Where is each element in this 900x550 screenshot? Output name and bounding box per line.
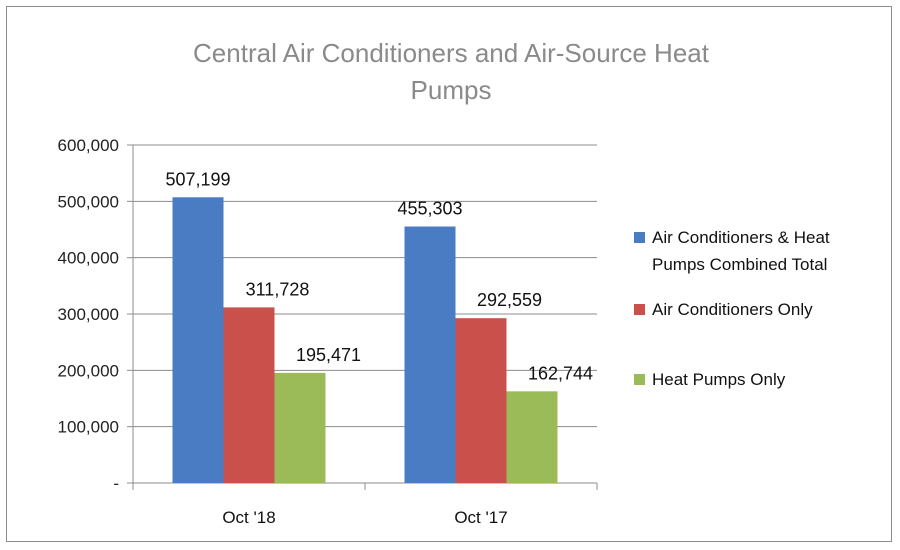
chart-frame: Central Air Conditioners and Air-Source …	[6, 6, 892, 542]
bar	[172, 197, 224, 483]
data-label: 507,199	[165, 169, 230, 189]
y-tick-label: 100,000	[58, 418, 119, 437]
x-category-label: Oct '18	[222, 508, 275, 527]
legend-swatch	[634, 374, 645, 385]
bar-chart: Central Air Conditioners and Air-Source …	[58, 38, 830, 527]
legend-swatch	[634, 232, 645, 243]
legend-label: Air Conditioners Only	[652, 300, 813, 319]
legend-label: Heat Pumps Only	[652, 370, 786, 389]
chart-title-line-1: Central Air Conditioners and Air-Source …	[193, 38, 710, 68]
bar	[223, 307, 275, 483]
data-label: 455,303	[397, 199, 462, 219]
legend-swatch	[634, 304, 645, 315]
data-labels: 507,199 311,728 195,471 455,303 292,559 162,7…	[165, 169, 593, 383]
data-label: 311,728	[246, 279, 310, 299]
data-label: 292,559	[477, 290, 542, 310]
data-label: 195,471	[296, 345, 361, 365]
legend-label: Pumps Combined Total	[652, 255, 827, 274]
chart-title-line-2: Pumps	[411, 75, 492, 105]
bar	[404, 226, 456, 484]
y-tick-label: -	[113, 474, 119, 493]
bars	[172, 197, 558, 484]
legend: Air Conditioners & Heat Pumps Combined To…	[634, 228, 830, 389]
bar	[274, 372, 326, 483]
bar	[455, 318, 507, 483]
legend-label: Air Conditioners & Heat	[652, 228, 830, 247]
y-tick-label: 300,000	[58, 305, 119, 324]
y-tick-label: 600,000	[58, 136, 119, 155]
x-category-label: Oct '17	[454, 508, 507, 527]
data-label: 162,744	[528, 363, 593, 383]
y-tick-label: 400,000	[58, 249, 119, 268]
chart-title: Central Air Conditioners and Air-Source …	[193, 38, 710, 105]
y-tick-label: 200,000	[58, 361, 119, 380]
bar	[506, 391, 558, 483]
y-tick-label: 500,000	[58, 192, 119, 211]
